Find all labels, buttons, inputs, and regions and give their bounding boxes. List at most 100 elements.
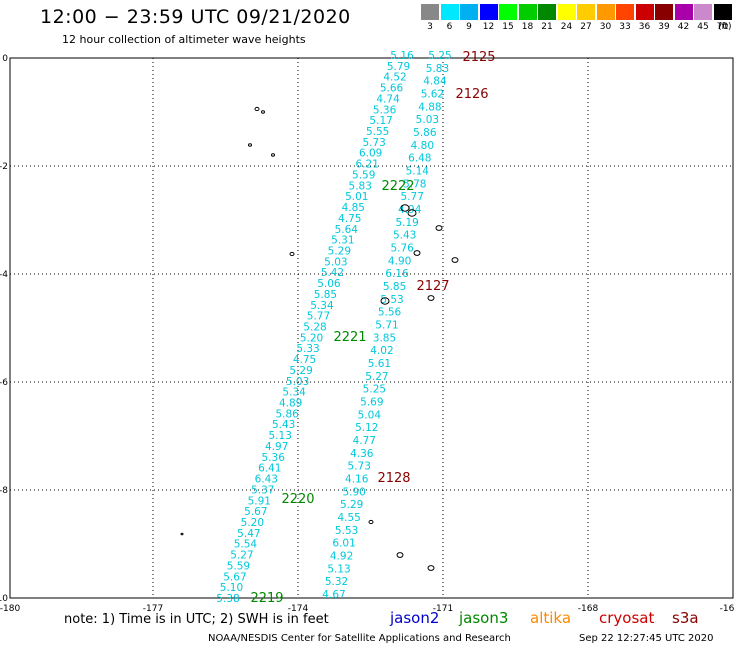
scale-label: 39: [658, 22, 670, 32]
scale-label: 33: [619, 22, 631, 32]
swh-value: 4.16: [345, 474, 369, 486]
swh-value: 5.10: [220, 582, 243, 594]
island-outline: [261, 110, 265, 114]
swh-value: 6.41: [258, 463, 281, 475]
island-outline: [271, 153, 275, 157]
scale-label: 9: [466, 22, 472, 32]
scale-label: 36: [638, 22, 651, 32]
swh-value: 5.66: [380, 83, 404, 95]
swh-value: 5.12: [355, 422, 378, 434]
swh-value: 5.42: [321, 267, 344, 279]
scale-label: 21: [541, 22, 553, 32]
scale-label: 27: [580, 22, 592, 32]
swh-value: 5.37: [251, 484, 274, 496]
scale-swatch: [635, 4, 654, 20]
scale-swatch: [674, 4, 693, 20]
swh-value: 5.59: [227, 560, 250, 572]
swh-value: 6.01: [332, 538, 355, 550]
scale-swatch: [596, 4, 615, 20]
island-outline: [254, 106, 260, 112]
swh-value: 5.03: [324, 256, 347, 268]
swh-value: 5.73: [348, 461, 371, 473]
swh-value: 5.73: [362, 137, 385, 149]
y-tick-label: -6: [0, 378, 8, 388]
swh-value: 5.62: [421, 89, 444, 101]
swh-value: 5.04: [358, 409, 382, 421]
swh-value: 5.27: [230, 550, 253, 562]
swh-value: 5.79: [387, 61, 410, 73]
y-tick-label: 0: [2, 54, 8, 64]
swh-value: 5.28: [303, 322, 326, 334]
swh-value: 4.77: [353, 435, 376, 447]
swh-value: 5.17: [369, 115, 392, 127]
swh-value: 5.78: [403, 178, 426, 190]
x-tick-label: -180: [0, 604, 20, 614]
swh-value: 4.97: [265, 441, 288, 453]
scale-label: 30: [599, 22, 612, 32]
scale-swatch: [694, 4, 712, 20]
swh-value: 5.31: [331, 235, 354, 247]
swh-value: 5.53: [335, 525, 358, 537]
track-number-2126: 2126: [455, 87, 488, 102]
swh-value: 4.36: [350, 448, 374, 460]
island-outline: [380, 297, 390, 305]
swh-value: 5.56: [378, 307, 402, 319]
swh-value: 5.54: [234, 539, 258, 551]
swh-value: 5.25: [428, 50, 451, 62]
scale-label: 3: [427, 22, 433, 32]
swh-value: 4.92: [330, 551, 353, 563]
island-outline: [451, 257, 459, 263]
track-number-2127: 2127: [416, 279, 449, 294]
swh-value: 5.69: [360, 397, 383, 409]
swh-value: 4.55: [337, 512, 360, 524]
swh-value: 6.16: [385, 268, 409, 280]
swh-value: 4.85: [342, 202, 365, 214]
swh-value: 5.29: [328, 245, 351, 257]
footer-credit: NOAA/NESDIS Center for Satellite Applica…: [208, 633, 511, 644]
scale-swatch: [557, 4, 576, 20]
swh-value: 5.14: [406, 166, 430, 178]
map-frame: [9, 57, 734, 599]
island-outline: [289, 251, 295, 257]
swh-value: 4.75: [338, 213, 361, 225]
y-tick-label: -2: [0, 162, 8, 172]
scale-unit: (ft): [718, 22, 732, 32]
swh-value: 5.43: [272, 419, 295, 431]
swh-value: 5.83: [426, 63, 449, 75]
swh-value: 5.85: [383, 281, 406, 293]
swh-value: 4.84: [423, 76, 447, 88]
swh-value: 5.27: [365, 371, 388, 383]
swh-value: 4.80: [411, 140, 434, 152]
satellite-legend-cryosat: cryosat: [599, 609, 655, 627]
scale-label: 12: [482, 22, 495, 32]
track-number-2222: 2222: [381, 179, 414, 194]
swh-value: 5.01: [345, 191, 368, 203]
wave-height-color-scale: 3 6 9 12 15 18 21 24 27 30 33 36 39 42 45 70: [421, 4, 734, 36]
swh-value: 5.34: [310, 300, 334, 312]
swh-value: 5.86: [413, 127, 437, 139]
swh-value: 5.25: [363, 384, 386, 396]
satellite-legend-jason2: jason2: [390, 609, 440, 627]
swh-value: 4.88: [418, 101, 441, 113]
scale-label: 70: [716, 22, 729, 32]
swh-value: 5.71: [375, 320, 398, 332]
scale-swatch: [479, 4, 498, 20]
island-outline: [427, 295, 435, 301]
swh-value: 5.34: [282, 387, 306, 399]
swh-value: 5.29: [340, 499, 363, 511]
swh-value: 5.47: [237, 528, 260, 540]
swh-value: 5.76: [390, 243, 414, 255]
y-tick-label: -10: [0, 594, 8, 604]
swh-value: 3.85: [373, 332, 396, 344]
swh-value: 5.20: [241, 517, 264, 529]
satellite-legend-s3a: s3a: [672, 609, 699, 627]
island-outline: [413, 250, 421, 256]
scale-label: 45: [697, 22, 709, 32]
x-tick-label: -171: [433, 604, 453, 614]
swh-value: 5.20: [300, 332, 323, 344]
swh-value: 6.21: [356, 159, 379, 171]
scale-label: 6: [446, 22, 453, 32]
swh-value: 5.90: [342, 486, 365, 498]
scale-swatch: [655, 4, 673, 20]
swh-value: 4.74: [376, 93, 400, 105]
